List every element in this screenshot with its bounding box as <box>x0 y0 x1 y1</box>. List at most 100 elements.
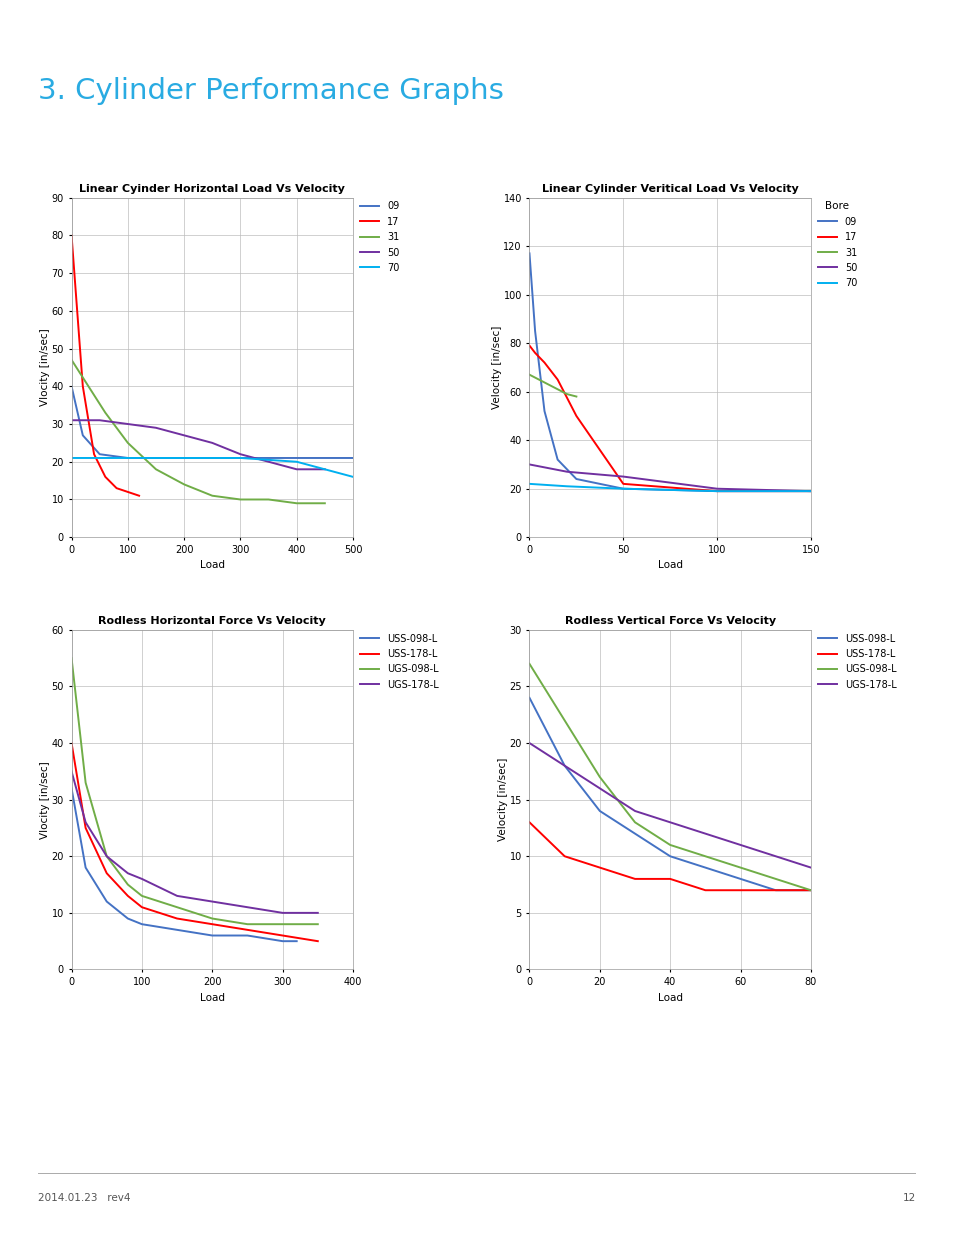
50 <box>291 462 302 477</box>
UGS-098-L <box>101 848 112 863</box>
USS-098-L <box>291 934 302 948</box>
USS-098-L <box>66 781 77 795</box>
USS-098-L <box>558 758 570 773</box>
Line: USS-098-L: USS-098-L <box>529 698 810 890</box>
50 <box>711 482 722 496</box>
UGS-098-L <box>804 883 816 898</box>
50 <box>178 429 190 443</box>
UGS-098-L <box>122 877 133 892</box>
UGS-098-L <box>769 872 781 887</box>
UGS-178-L <box>101 848 112 863</box>
09 <box>122 451 133 466</box>
USS-178-L <box>312 934 323 948</box>
USS-098-L <box>136 916 148 931</box>
09 <box>804 484 816 499</box>
09 <box>552 452 563 467</box>
09 <box>93 447 105 462</box>
70 <box>122 451 133 466</box>
09 <box>529 324 540 338</box>
Text: 12: 12 <box>902 1193 915 1203</box>
31 <box>206 488 217 503</box>
50 <box>234 447 246 462</box>
17 <box>77 379 89 394</box>
UGS-178-L <box>80 815 91 830</box>
Line: UGS-178-L: UGS-178-L <box>71 772 317 913</box>
50 <box>122 416 133 431</box>
17 <box>804 484 816 499</box>
Title: Linear Cyinder Horizontal Load Vs Velocity: Linear Cyinder Horizontal Load Vs Veloci… <box>79 184 345 194</box>
UGS-098-L <box>206 911 217 926</box>
50 <box>617 469 628 484</box>
USS-178-L <box>663 872 675 887</box>
X-axis label: Load: Load <box>199 993 225 1003</box>
UGS-098-L <box>80 776 91 790</box>
UGS-098-L <box>136 888 148 903</box>
17 <box>552 372 563 387</box>
50 <box>93 412 105 427</box>
UGS-098-L <box>276 916 288 931</box>
Line: 31: 31 <box>71 359 324 504</box>
USS-098-L <box>172 923 183 937</box>
USS-098-L <box>699 860 710 874</box>
50 <box>66 412 77 427</box>
70 <box>347 469 358 484</box>
09 <box>617 482 628 496</box>
31 <box>523 367 535 382</box>
UGS-098-L <box>594 769 605 784</box>
USS-178-L <box>523 815 535 830</box>
31 <box>533 372 544 387</box>
USS-098-L <box>804 883 816 898</box>
UGS-178-L <box>594 781 605 795</box>
09 <box>291 451 302 466</box>
Line: 31: 31 <box>529 374 576 396</box>
09 <box>178 451 190 466</box>
Y-axis label: Vlocity [in/sec]: Vlocity [in/sec] <box>40 761 51 839</box>
Line: UGS-098-L: UGS-098-L <box>529 664 810 890</box>
USS-178-L <box>122 888 133 903</box>
UGS-178-L <box>206 894 217 909</box>
70 <box>523 477 535 492</box>
Title: Rodless Horizontal Force Vs Velocity: Rodless Horizontal Force Vs Velocity <box>98 616 326 626</box>
UGS-178-L <box>629 804 640 819</box>
31 <box>66 352 77 367</box>
USS-178-L <box>769 883 781 898</box>
USS-098-L <box>241 929 253 944</box>
70 <box>560 479 572 494</box>
Line: 70: 70 <box>529 484 810 492</box>
UGS-178-L <box>241 900 253 915</box>
USS-178-L <box>241 923 253 937</box>
UGS-178-L <box>523 736 535 751</box>
70 <box>178 451 190 466</box>
17 <box>111 480 122 495</box>
Text: 3. Cylinder Performance Graphs: 3. Cylinder Performance Graphs <box>38 77 503 105</box>
Legend: USS-098-L, USS-178-L, UGS-098-L, UGS-178-L: USS-098-L, USS-178-L, UGS-098-L, UGS-178… <box>355 630 442 694</box>
17 <box>570 409 581 424</box>
50 <box>804 484 816 499</box>
UGS-098-L <box>172 900 183 915</box>
USS-098-L <box>276 934 288 948</box>
UGS-178-L <box>663 815 675 830</box>
USS-178-L <box>66 736 77 751</box>
Y-axis label: Velocity [in/sec]: Velocity [in/sec] <box>492 326 501 409</box>
UGS-178-L <box>172 888 183 903</box>
31 <box>542 377 554 391</box>
17 <box>711 484 722 499</box>
USS-098-L <box>734 872 745 887</box>
UGS-178-L <box>558 758 570 773</box>
UGS-098-L <box>312 916 323 931</box>
UGS-098-L <box>558 713 570 727</box>
17 <box>122 484 133 499</box>
UGS-178-L <box>734 837 745 852</box>
USS-178-L <box>804 883 816 898</box>
USS-178-L <box>629 872 640 887</box>
Line: UGS-178-L: UGS-178-L <box>529 743 810 867</box>
31 <box>122 436 133 451</box>
Line: 17: 17 <box>71 236 139 495</box>
Legend: 09, 17, 31, 50, 70: 09, 17, 31, 50, 70 <box>355 198 403 277</box>
USS-178-L <box>80 820 91 835</box>
09 <box>347 451 358 466</box>
USS-178-L <box>594 860 605 874</box>
Line: 50: 50 <box>71 420 324 469</box>
USS-178-L <box>734 883 745 898</box>
17 <box>538 356 550 370</box>
